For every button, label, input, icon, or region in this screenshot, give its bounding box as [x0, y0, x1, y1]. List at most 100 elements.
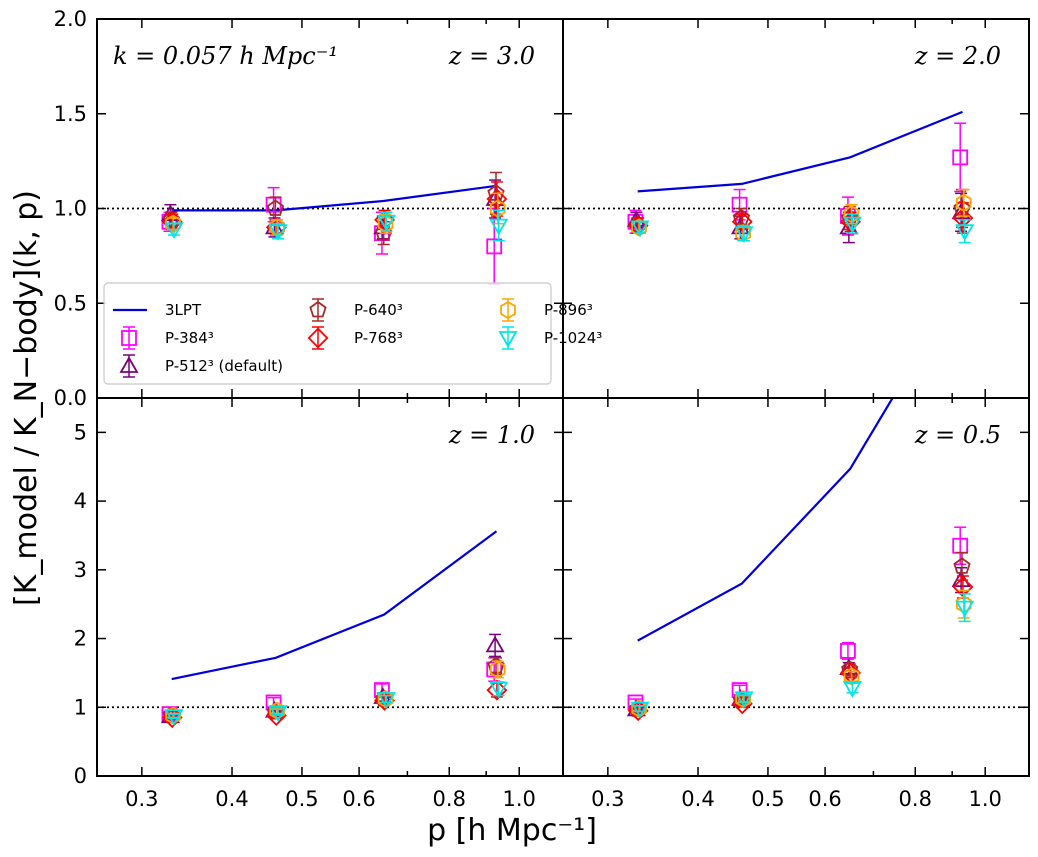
y-tick-label-z1: 4 [74, 489, 87, 513]
legend-marker [500, 300, 516, 320]
panel-z2: z = 2.0 [563, 42, 1029, 244]
point-z1-p1024-0 [164, 709, 184, 727]
point-z05-p640-2 [841, 660, 859, 677]
panel-label-z05: z = 0.5 [914, 421, 1001, 449]
legend-label: P-1024³ [544, 329, 602, 347]
y-tick-label-z3: 0.0 [54, 386, 87, 410]
y-tick-label-z1: 3 [74, 558, 87, 582]
panel-label-z3: z = 3.0 [448, 42, 535, 70]
point-z2-p896-3 [956, 193, 972, 212]
point-z05-p896-3 [956, 595, 972, 614]
marks-z05 [563, 398, 1029, 722]
point-z05-p896-2 [843, 667, 860, 686]
legend-entry-p768: P-768³ [307, 326, 403, 350]
legend-label: P-512³ (default) [165, 357, 283, 375]
legend-entry-p896: P-896³ [500, 298, 593, 322]
point-z05-p640-3 [953, 557, 971, 574]
k-label: k = 0.057 h Mpc⁻¹ [113, 42, 338, 70]
point-z2-p768-3 [952, 207, 974, 229]
x-axis-title: p [h Mpc⁻¹] [427, 813, 597, 848]
legend-box [103, 282, 552, 385]
point-z05-p1024-0 [630, 701, 650, 719]
point-z3-p640-1 [266, 199, 285, 216]
x-tick-label-z1: 0.4 [215, 787, 248, 811]
errorbar-z1-p1024-2 [380, 694, 393, 704]
point-z2-p1024-3 [955, 224, 975, 242]
legend-entry-p512default: P-512³ (default) [119, 354, 283, 378]
point-z3-p1024-1 [268, 224, 288, 242]
y-tick-label-z3: 2.0 [54, 7, 87, 31]
point-z3-p768-3 [486, 188, 508, 210]
x-tick-label-z05: 0.6 [808, 787, 841, 811]
errorbar-z05-p384-3 [954, 526, 967, 566]
y-tick-label-z3: 1.5 [54, 102, 87, 126]
legend-entry-p640: P-640³ [309, 298, 403, 322]
panel-z1: z = 1.0 [97, 421, 563, 729]
errorbar-z05-p384-2 [841, 641, 854, 660]
legend-label: P-896³ [544, 301, 593, 319]
y-tick-label-z1: 1 [74, 695, 87, 719]
marks-z3 [97, 171, 563, 286]
point-z3-p1024-0 [164, 222, 184, 240]
point-z1-p1024-1 [268, 705, 288, 722]
x-tick-label-z05: 1.0 [968, 787, 1001, 811]
legend-marker [309, 300, 327, 318]
x-tick-label-z1: 1.0 [502, 787, 535, 811]
errorbar-z3-p1024-3 [492, 209, 505, 242]
x-tick-label-z1: 0.5 [285, 787, 318, 811]
legend-label: P-640³ [354, 301, 403, 319]
point-z1-p1024-2 [376, 692, 396, 709]
point-z3-p896-0 [165, 214, 181, 233]
legend-entry-3lpt: 3LPT [113, 301, 202, 319]
3lpt-line-z1 [171, 530, 498, 681]
x-tick-label-z05: 0.5 [751, 787, 784, 811]
point-z2-p896-2 [843, 205, 860, 224]
legend-entry-p384: P-384³ [121, 326, 214, 350]
point-z2-p1024-2 [842, 216, 862, 234]
legend-marker [119, 356, 139, 373]
y-tick-label-z3: 0.5 [54, 291, 87, 315]
errorbar-z05-p1024-1 [738, 694, 751, 703]
legend-entry-p1024: P-1024³ [498, 326, 602, 350]
y-tick-label-z1: 5 [74, 420, 87, 444]
errorbar-z2-p384-3 [954, 122, 967, 193]
point-z1-p896-3 [489, 660, 506, 679]
panel-z05: z = 0.5 [563, 398, 1029, 722]
point-z1-p640-3 [487, 656, 505, 674]
point-z3-p1024-3 [489, 218, 509, 236]
point-z3-p384-3 [486, 238, 503, 255]
x-tick-label-z1: 0.3 [125, 787, 158, 811]
point-z3-p896-3 [489, 199, 506, 218]
point-z1-p512default-3 [485, 635, 505, 653]
panel-label-z2: z = 2.0 [914, 42, 1001, 70]
point-z2-p1024-0 [630, 220, 650, 238]
panel-z3: z = 3.0 k = 0.057 h Mpc⁻¹ [97, 42, 563, 286]
legend-marker [121, 330, 137, 346]
point-z05-p384-2 [840, 643, 856, 659]
panel-label-z1: z = 1.0 [448, 421, 535, 449]
point-z2-p640-3 [953, 199, 971, 216]
y-tick-label-z1: 2 [74, 627, 87, 651]
point-z3-p640-0 [162, 210, 180, 228]
point-z05-p1024-2 [842, 681, 862, 698]
legend-marker [307, 327, 329, 349]
3lpt-line-z2 [637, 110, 963, 193]
point-z3-p1024-2 [376, 214, 396, 232]
y-tick-label-z3: 1.0 [54, 197, 87, 221]
legend: 3LPT P-384³ P-512³ (default) P-640³ P-768³ P-… [103, 282, 602, 385]
point-z1-p768-3 [486, 679, 508, 701]
ticks: 0.3 0.4 0.5 0.6 0.8 1.0 0.3 0.4 0.5 0.6 0.8 1.0 0.0 0… [54, 7, 1029, 811]
point-z3-p640-3 [487, 184, 505, 201]
legend-label: P-768³ [354, 329, 403, 347]
point-z05-p1024-1 [734, 691, 754, 709]
x-tick-label-z1: 0.6 [342, 787, 375, 811]
point-z05-p1024-3 [955, 600, 975, 618]
y-tick-label-z1: 0 [74, 764, 87, 788]
point-z2-p384-3 [952, 149, 969, 166]
point-z2-p1024-1 [734, 226, 754, 243]
legend-marker [498, 331, 518, 348]
x-tick-label-z05: 0.8 [899, 787, 932, 811]
marks-z2 [563, 110, 1029, 244]
3lpt-line-z05 [637, 398, 894, 642]
